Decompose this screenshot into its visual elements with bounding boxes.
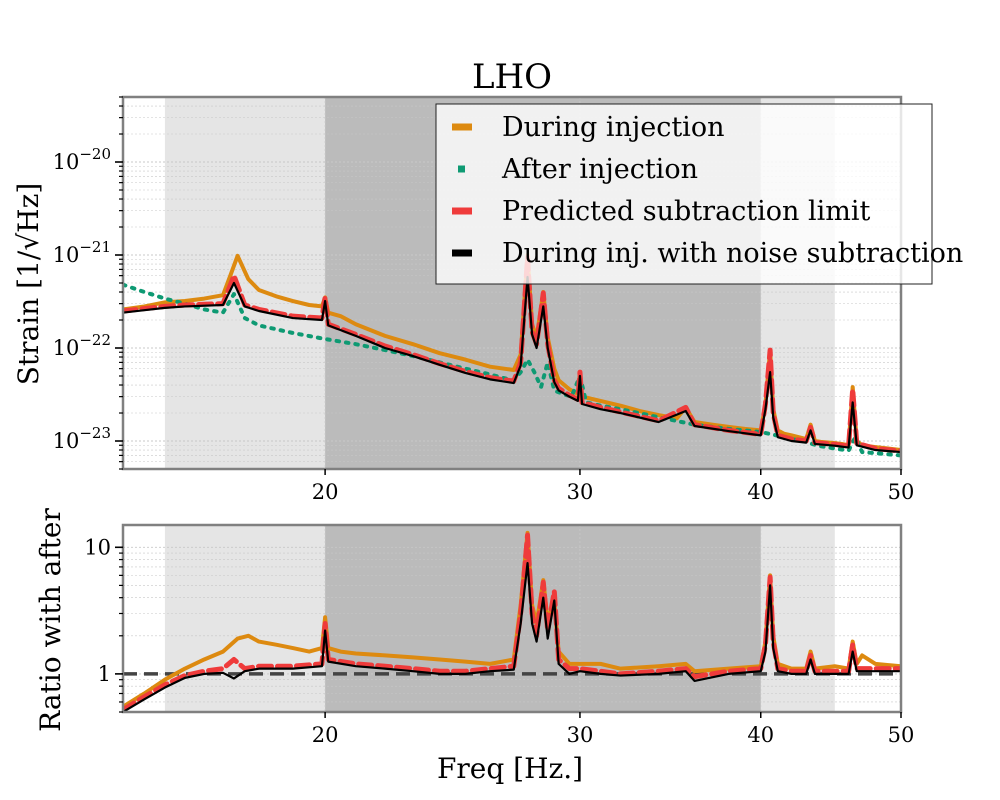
x-axis-label: Freq [Hz.] bbox=[437, 752, 583, 785]
bottom-y-axis-label: Ratio with after bbox=[34, 508, 67, 732]
bottom-series-during-inj-with-noise-subtraction bbox=[123, 562, 901, 712]
legend: During injection After injection Predicted… bbox=[435, 103, 963, 285]
legend-label-during-inj-with-noise-subtraction: During inj. with noise subtraction bbox=[502, 238, 963, 269]
bottom-y-tick-label: 1 bbox=[98, 662, 111, 686]
top-series-after-injection bbox=[123, 282, 901, 458]
top-x-tick-label: 50 bbox=[888, 480, 915, 504]
bottom-shaded-regions bbox=[164, 525, 835, 712]
top-panel-strain: 20 30 40 50 10−23 10−22 10−21 10−20 LHO Strain … bbox=[12, 57, 963, 504]
bottom-x-tick-label: 30 bbox=[567, 723, 594, 747]
bottom-plot-frame bbox=[121, 523, 903, 714]
legend-box bbox=[435, 103, 933, 285]
top-x-tick-label: 40 bbox=[747, 480, 774, 504]
top-x-tick-label: 30 bbox=[567, 480, 594, 504]
bottom-ticks: 20 30 40 50 1 10 bbox=[84, 535, 914, 747]
legend-label-predicted-subtraction-limit: Predicted subtraction limit bbox=[502, 196, 871, 227]
top-y-tick-label: 10−20 bbox=[53, 145, 111, 174]
bottom-panel-ratio: 20 30 40 50 1 10 Ratio with after Freq [Hz.] bbox=[34, 508, 914, 785]
legend-label-after-injection: After injection bbox=[501, 154, 698, 185]
top-y-axis-label: Strain [1/√Hz] bbox=[12, 183, 45, 386]
legend-label-during-injection: During injection bbox=[502, 112, 724, 143]
bottom-series-lines bbox=[123, 530, 901, 712]
bottom-series-predicted-subtraction-limit bbox=[123, 532, 901, 712]
top-chart-title: LHO bbox=[472, 57, 552, 97]
top-x-tick-label: 20 bbox=[312, 480, 339, 504]
top-y-tick-label: 10−23 bbox=[53, 424, 111, 453]
top-series-lines bbox=[123, 253, 901, 458]
bottom-x-tick-label: 40 bbox=[747, 723, 774, 747]
top-series-during-inj-with-noise-subtraction bbox=[123, 275, 901, 454]
top-y-tick-label: 10−21 bbox=[53, 238, 111, 267]
bottom-y-tick-label: 10 bbox=[84, 535, 111, 559]
top-y-tick-label: 10−22 bbox=[53, 331, 111, 360]
bottom-shaded-region-1 bbox=[325, 525, 761, 712]
top-ticks: 20 30 40 50 10−23 10−22 10−21 10−20 bbox=[53, 96, 915, 504]
bottom-x-tick-label: 20 bbox=[312, 723, 339, 747]
bottom-x-tick-label: 50 bbox=[888, 723, 915, 747]
